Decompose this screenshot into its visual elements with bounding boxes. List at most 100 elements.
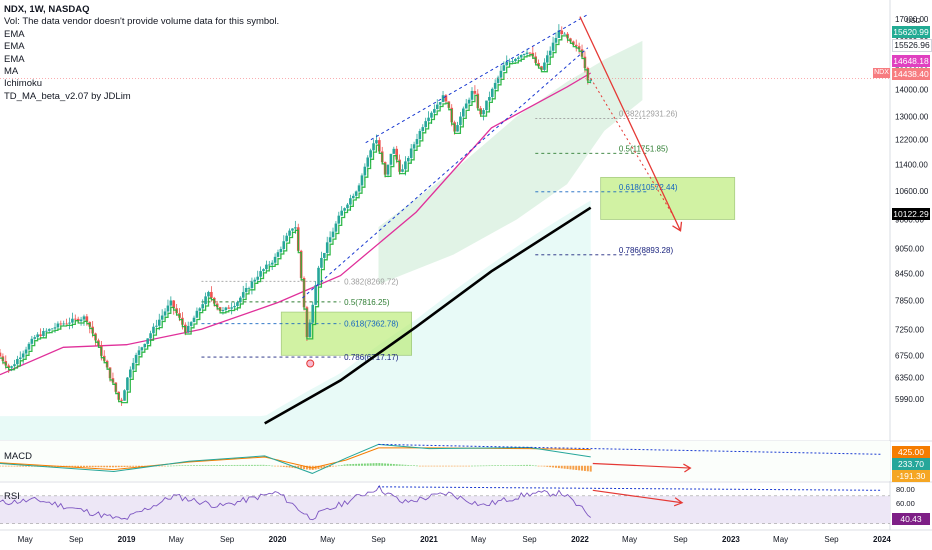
macd-bar	[363, 463, 366, 466]
price-candle[interactable]	[186, 321, 190, 334]
price-candle[interactable]	[285, 232, 288, 242]
price-candle[interactable]	[357, 183, 361, 193]
macd-bar	[494, 465, 497, 466]
indicator-td-ma[interactable]: TD_MA_beta_v2.07 by JDLim	[4, 90, 131, 102]
price-candle[interactable]	[195, 307, 199, 318]
price-candle[interactable]	[233, 302, 236, 310]
price-candle[interactable]	[241, 285, 245, 301]
price-candle[interactable]	[337, 211, 341, 225]
price-candle[interactable]	[505, 55, 509, 66]
price-candle[interactable]	[490, 87, 494, 100]
price-candle[interactable]	[288, 228, 291, 238]
price-candle[interactable]	[68, 317, 71, 330]
indicator-ema-3[interactable]: EMA	[4, 53, 25, 65]
price-candle[interactable]	[123, 389, 126, 401]
price-candle[interactable]	[47, 328, 51, 333]
price-candle[interactable]	[389, 153, 393, 168]
price-candle[interactable]	[485, 100, 488, 113]
price-candle[interactable]	[30, 335, 34, 346]
price-candle[interactable]	[65, 318, 68, 325]
time-tick-label: Sep	[673, 535, 688, 544]
rsi-line	[0, 484, 591, 521]
price-candle[interactable]	[276, 249, 280, 258]
price-candle[interactable]	[282, 235, 286, 252]
price-candle[interactable]	[563, 32, 566, 35]
price-candle[interactable]	[265, 260, 268, 272]
price-candle[interactable]	[207, 290, 210, 299]
fib-label-2020: 0.5(7816.25)	[344, 298, 390, 307]
price-candle[interactable]	[247, 286, 251, 289]
price-candle[interactable]	[456, 121, 459, 132]
price-candle[interactable]	[259, 266, 262, 279]
price-candle[interactable]	[314, 281, 317, 306]
price-candle[interactable]	[230, 302, 233, 315]
price-candle[interactable]	[201, 299, 204, 311]
price-candle[interactable]	[42, 327, 45, 338]
price-candle[interactable]	[334, 221, 338, 234]
price-candle[interactable]	[129, 366, 132, 381]
price-candle[interactable]	[250, 277, 254, 295]
price-candle[interactable]	[311, 301, 315, 326]
price-candle[interactable]	[328, 231, 332, 243]
low-marker	[306, 359, 315, 368]
price-candle[interactable]	[482, 108, 485, 121]
price-candle[interactable]	[131, 357, 135, 373]
indicator-ema-2[interactable]: EMA	[4, 41, 25, 53]
price-candle[interactable]	[435, 99, 439, 110]
price-candle[interactable]	[13, 359, 16, 368]
price-candle[interactable]	[16, 355, 19, 366]
price-candle[interactable]	[270, 260, 274, 271]
price-candle[interactable]	[421, 124, 425, 134]
price-candle[interactable]	[317, 265, 320, 289]
price-candle[interactable]	[354, 190, 358, 199]
indicator-ema-1[interactable]: EMA	[4, 28, 25, 40]
price-candle[interactable]	[351, 193, 355, 199]
price-candle[interactable]	[372, 139, 375, 154]
price-candle[interactable]	[514, 57, 517, 63]
rsi-pane-label[interactable]: RSI	[4, 491, 20, 502]
price-candle[interactable]	[21, 350, 25, 364]
price-candle[interactable]	[166, 299, 170, 316]
price-candle[interactable]	[244, 282, 248, 295]
price-candle[interactable]	[27, 341, 31, 351]
price-candle[interactable]	[401, 164, 404, 173]
price-candle[interactable]	[473, 85, 477, 96]
price-candle[interactable]	[50, 328, 54, 330]
indicator-ma[interactable]: MA	[4, 66, 19, 78]
price-candle[interactable]	[62, 320, 66, 326]
price-candle[interactable]	[574, 39, 578, 52]
price-candle[interactable]	[36, 332, 39, 340]
price-candle[interactable]	[253, 277, 257, 284]
price-candle[interactable]	[331, 227, 335, 238]
price-candle[interactable]	[189, 321, 193, 328]
price-candle[interactable]	[204, 292, 207, 307]
price-candle[interactable]	[392, 146, 396, 155]
price-candle[interactable]	[137, 346, 141, 357]
price-candle[interactable]	[39, 328, 42, 338]
price-candle[interactable]	[33, 335, 37, 340]
price-candle[interactable]	[424, 117, 427, 129]
price-candle[interactable]	[340, 206, 343, 216]
price-candle[interactable]	[79, 316, 83, 326]
price-candle[interactable]	[511, 58, 514, 64]
price-candle[interactable]	[143, 343, 147, 349]
price-candle[interactable]	[522, 53, 526, 57]
indicator-ichimoku[interactable]: Ichimoku	[4, 78, 43, 90]
price-candle[interactable]	[0, 348, 2, 358]
symbol-title[interactable]: NDX, 1W, NASDAQ	[4, 4, 90, 15]
macd-pane-label[interactable]: MACD	[4, 451, 32, 462]
macd-bar	[1, 465, 4, 467]
price-candle[interactable]	[386, 164, 390, 178]
price-candle[interactable]	[502, 61, 506, 72]
price-candle[interactable]	[308, 319, 312, 338]
price-candle[interactable]	[464, 98, 468, 109]
price-candle[interactable]	[126, 376, 129, 393]
price-candle[interactable]	[543, 58, 546, 72]
price-candle[interactable]	[192, 315, 196, 323]
price-candle[interactable]	[152, 323, 155, 337]
price-candle[interactable]	[227, 304, 231, 309]
price-candle[interactable]	[441, 90, 445, 103]
price-candle[interactable]	[82, 314, 86, 326]
price-candle[interactable]	[444, 94, 448, 104]
